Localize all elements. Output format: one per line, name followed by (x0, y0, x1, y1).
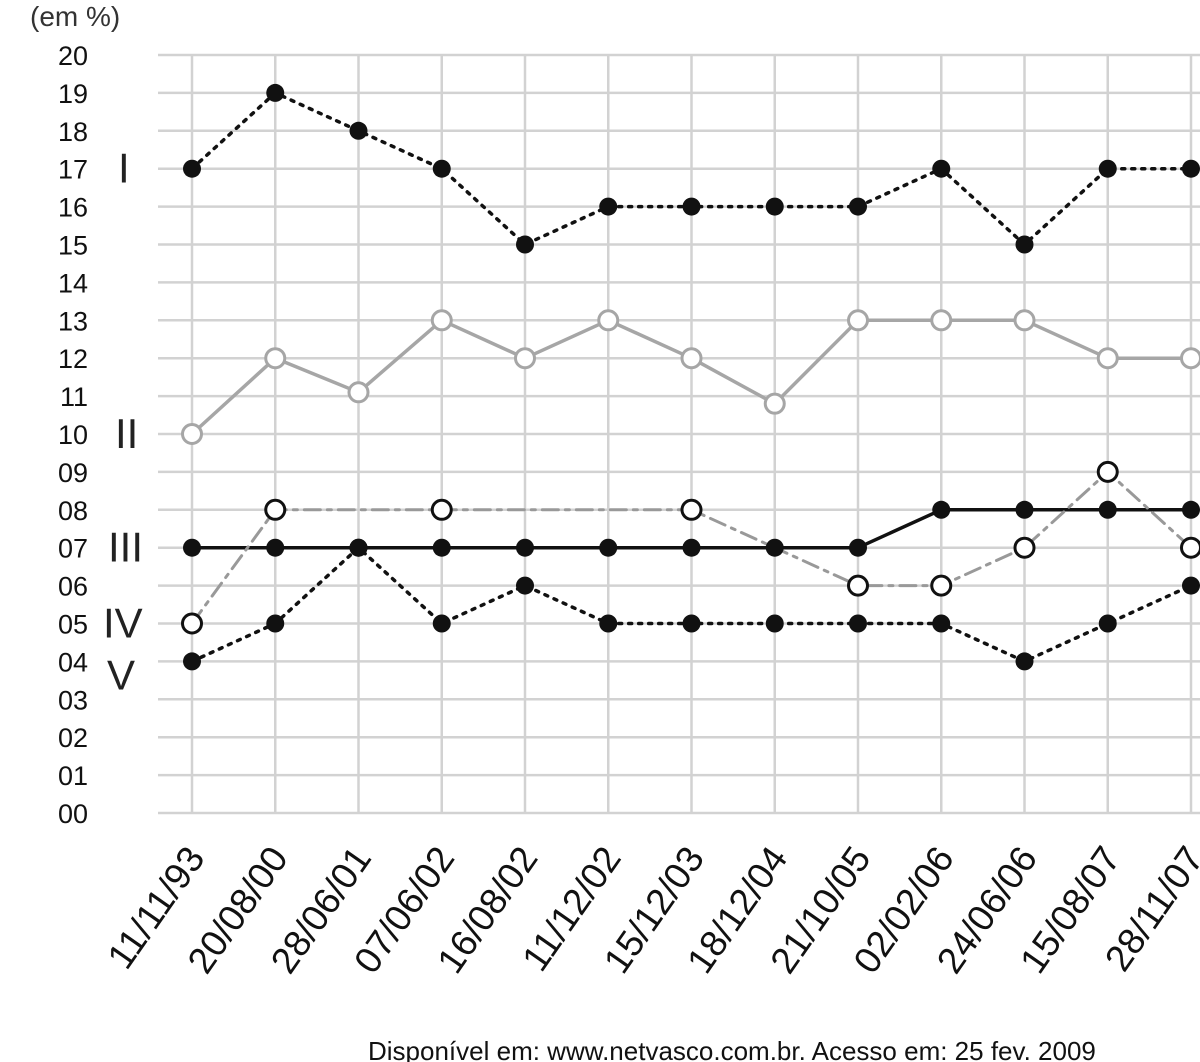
series-label-I: I (118, 145, 130, 192)
point-II (514, 347, 536, 370)
x-axis-ticks: 11/11/9320/08/0028/06/0107/06/0216/08/02… (100, 839, 1200, 981)
point-I (1182, 159, 1200, 178)
point-I (932, 159, 951, 178)
point-III (432, 538, 451, 557)
point-III (849, 538, 867, 557)
point-I (765, 197, 784, 216)
point-V (432, 614, 451, 633)
point-III (682, 538, 701, 557)
point-V (1015, 652, 1034, 671)
point-I (599, 197, 618, 216)
point-I (266, 83, 285, 102)
y-tick-label: 14 (58, 268, 88, 298)
y-tick-label: 16 (58, 193, 88, 223)
point-V (932, 614, 951, 633)
y-tick-label: 18 (58, 117, 88, 147)
point-IV (1013, 536, 1036, 559)
point-II (930, 309, 953, 332)
point-IV (680, 498, 703, 521)
point-II (597, 309, 620, 332)
y-tick-label: 17 (58, 155, 88, 185)
point-III (599, 538, 618, 557)
point-III (932, 500, 951, 519)
y-tick-label: 06 (58, 572, 88, 602)
point-V (349, 538, 368, 557)
y-tick-label: 07 (58, 534, 88, 564)
point-III (183, 538, 201, 557)
point-II (181, 423, 203, 445)
y-tick-label: 03 (58, 685, 88, 715)
unit-label: (em %) (30, 1, 120, 32)
point-III (266, 538, 285, 557)
y-tick-label: 19 (58, 79, 88, 109)
series-markers (181, 83, 1200, 671)
point-IV (430, 498, 453, 521)
point-V (266, 614, 285, 633)
y-tick-label: 09 (58, 458, 88, 488)
point-II (264, 347, 287, 370)
y-tick-label: 08 (58, 496, 88, 526)
y-tick-label: 01 (58, 761, 88, 791)
point-II (1180, 347, 1200, 370)
point-IV (181, 612, 203, 635)
y-axis-ticks: 00 01 02 03 04 05 06 07 08 09 10 11 12 13 14 15 16 17 18 19… (58, 41, 88, 829)
y-tick-label: 11 (60, 382, 88, 412)
point-I (349, 121, 368, 140)
y-tick-label: 13 (58, 306, 88, 336)
point-IV (847, 574, 869, 597)
point-V (599, 614, 618, 633)
point-I (682, 197, 701, 216)
point-III (1015, 500, 1034, 519)
source-note: Disponível em: www.netvasco.com.br. Aces… (368, 1036, 1096, 1062)
series-label-II: II (115, 410, 138, 457)
y-tick-label: 12 (58, 344, 88, 374)
grid (158, 53, 1200, 815)
y-tick-label: 04 (58, 647, 88, 677)
point-V (682, 614, 701, 633)
point-II (347, 381, 370, 404)
y-tick-label: 15 (58, 231, 88, 261)
point-III (765, 538, 784, 557)
point-V (849, 614, 867, 633)
y-tick-label: 05 (58, 610, 88, 640)
point-V (1098, 614, 1117, 633)
point-V (183, 652, 201, 671)
point-II (763, 392, 786, 415)
y-tick-label: 00 (58, 799, 88, 829)
point-II (847, 309, 869, 332)
y-tick-label: 02 (58, 723, 88, 753)
point-I (1015, 235, 1034, 254)
y-tick-label: 20 (58, 41, 88, 71)
point-II (680, 347, 703, 370)
point-IV (264, 498, 287, 521)
point-V (516, 576, 534, 595)
point-I (849, 197, 867, 216)
point-V (1182, 576, 1200, 595)
point-IV (1096, 460, 1119, 483)
y-tick-label: 10 (58, 420, 88, 450)
point-II (1013, 309, 1036, 332)
point-II (430, 309, 453, 332)
point-I (432, 159, 451, 178)
point-V (765, 614, 784, 633)
point-I (183, 159, 201, 178)
point-III (1182, 500, 1200, 519)
point-IV (1180, 536, 1200, 559)
point-III (516, 538, 534, 557)
point-III (1098, 500, 1117, 519)
series-label-V: V (107, 651, 135, 698)
point-I (516, 235, 534, 254)
point-I (1098, 159, 1117, 178)
point-II (1096, 347, 1119, 370)
point-IV (930, 574, 953, 597)
series-label-III: III (108, 524, 143, 571)
series-label-IV: IV (103, 600, 143, 647)
